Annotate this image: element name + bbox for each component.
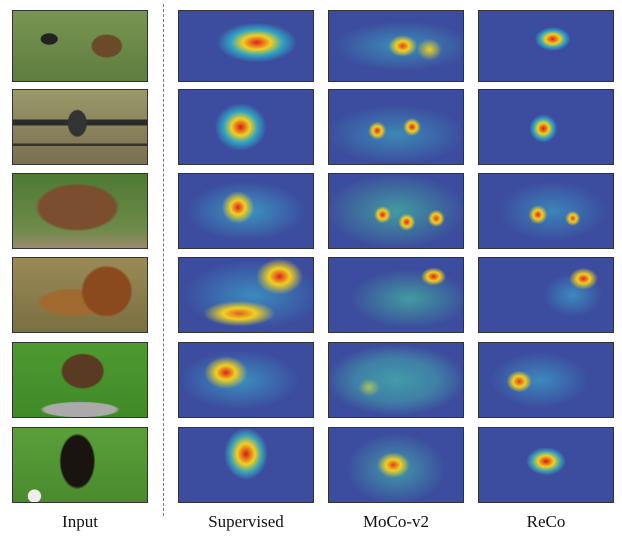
heatmap — [478, 173, 614, 249]
input-image — [12, 173, 148, 249]
column-label: Supervised — [171, 512, 321, 532]
heatmap — [328, 257, 464, 333]
heatmap — [328, 342, 464, 418]
input-image — [12, 257, 148, 333]
heatmap — [178, 427, 314, 503]
heatmap — [328, 173, 464, 249]
heatmap — [178, 173, 314, 249]
input-image — [12, 10, 148, 82]
figure: Input Supervised MoCo-v2 ReCo — [0, 0, 622, 536]
heatmap — [178, 10, 314, 82]
heatmap — [178, 89, 314, 165]
heatmap — [178, 342, 314, 418]
input-image — [12, 342, 148, 418]
heatmap — [328, 427, 464, 503]
heatmap — [478, 10, 614, 82]
heatmap — [478, 257, 614, 333]
heatmap — [478, 342, 614, 418]
column-label: Input — [5, 512, 155, 532]
heatmap — [478, 427, 614, 503]
heatmap — [328, 89, 464, 165]
heatmap — [178, 257, 314, 333]
heatmap — [328, 10, 464, 82]
column-label: MoCo-v2 — [321, 512, 471, 532]
separator — [163, 4, 164, 516]
column-label: ReCo — [471, 512, 621, 532]
input-image — [12, 427, 148, 503]
input-image — [12, 89, 148, 165]
heatmap — [478, 89, 614, 165]
